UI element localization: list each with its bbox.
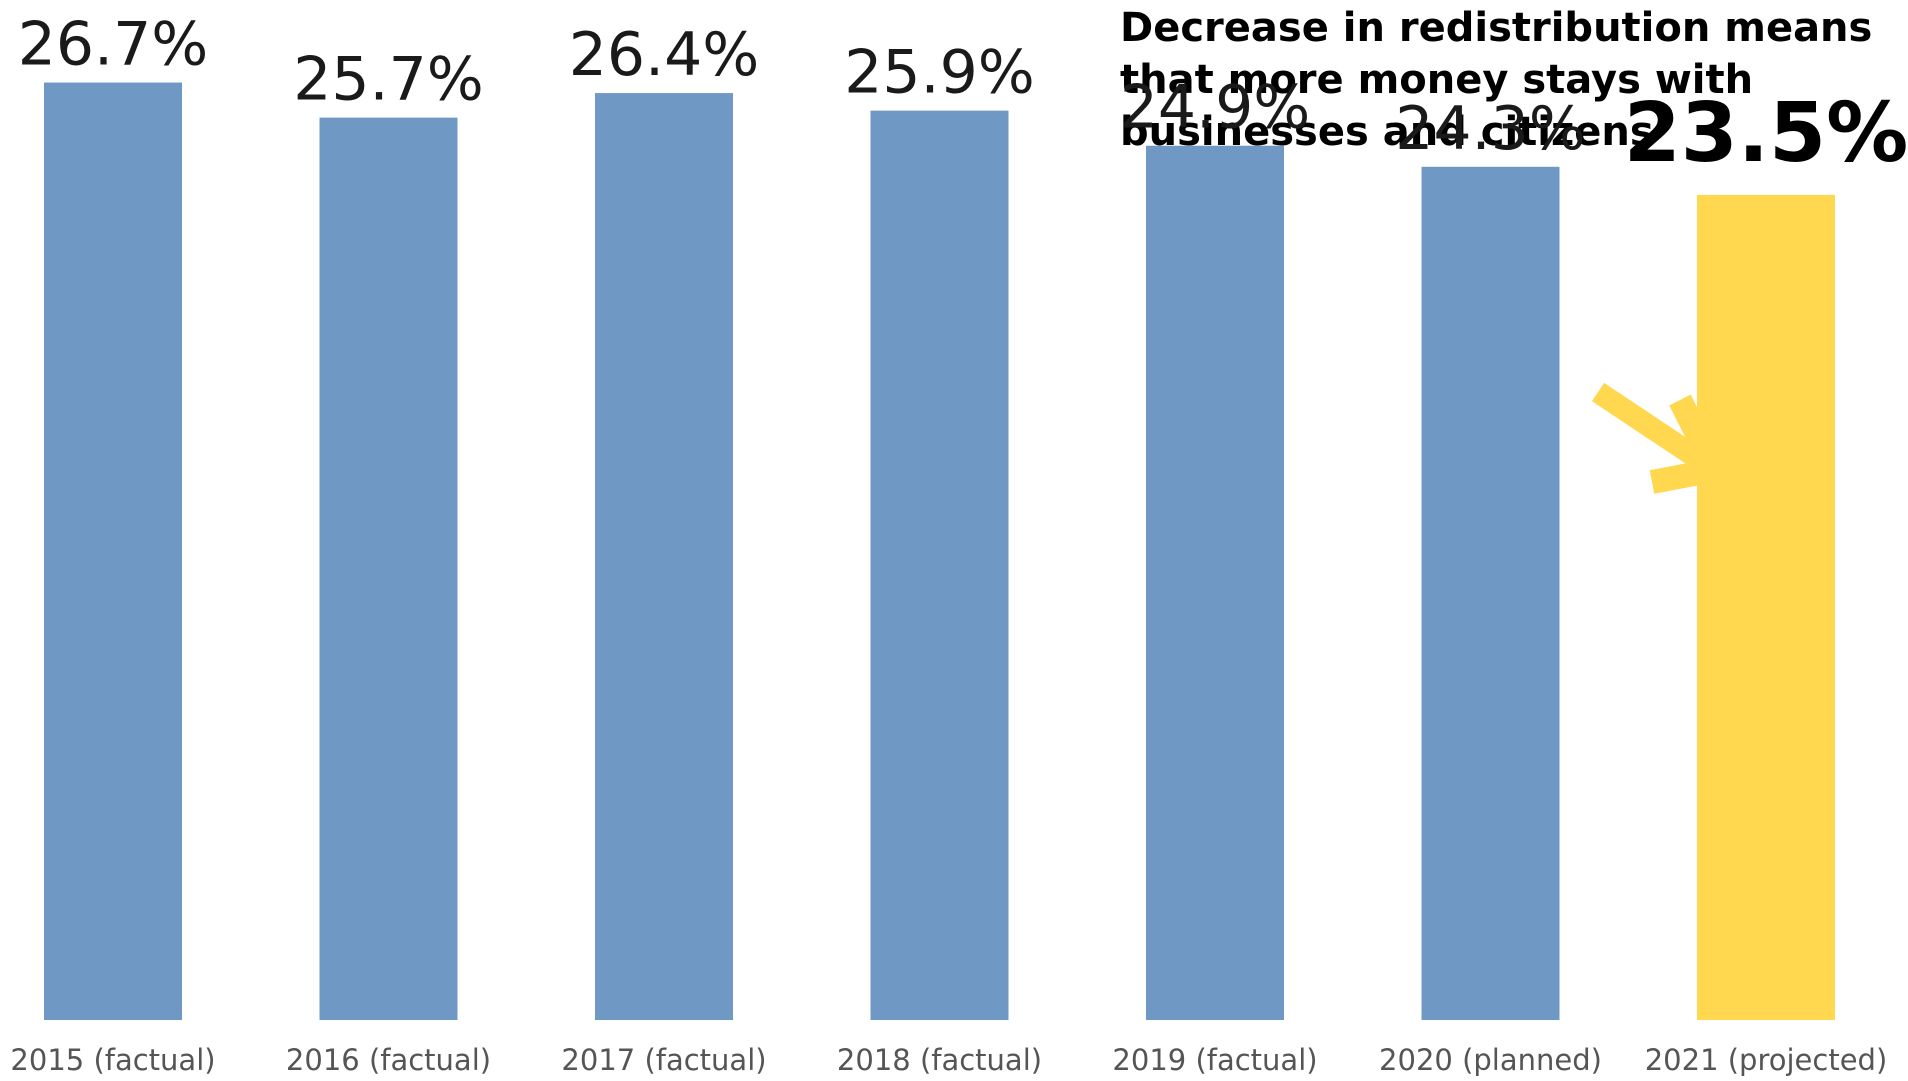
data-label-5: 24.3% [1395, 94, 1586, 164]
bar-2 [595, 93, 733, 1021]
data-labels-layer: 26.7% 25.7% 26.4% 25.9% 24.9% 24.3% 23.5% [18, 10, 1908, 181]
data-label-3: 25.9% [844, 38, 1035, 108]
bars-layer [44, 82, 1835, 1021]
data-label-0: 26.7% [18, 10, 209, 80]
arrow-head [1649, 394, 1733, 494]
chart-title: Decrease in redistribution means that mo… [1120, 5, 1873, 155]
category-label-5: 2020 (planned) [1379, 1043, 1602, 1077]
category-labels-layer: 2015 (factual) 2016 (factual) 2017 (factua… [10, 1043, 1887, 1077]
bar-0 [44, 82, 182, 1021]
data-label-1: 25.7% [293, 45, 484, 115]
category-label-1: 2016 (factual) [286, 1043, 491, 1077]
data-label-6: 23.5% [1624, 86, 1908, 181]
category-label-4: 2019 (factual) [1112, 1043, 1317, 1077]
data-label-4: 24.9% [1120, 73, 1311, 143]
category-label-0: 2015 (factual) [10, 1043, 215, 1077]
arrow-down-right-icon [1591, 382, 1733, 494]
bar-3 [870, 110, 1009, 1021]
category-label-3: 2018 (factual) [837, 1043, 1042, 1077]
annotation-layer [1591, 382, 1733, 494]
bar-1 [319, 117, 458, 1020]
bar-5 [1421, 166, 1560, 1021]
bar-4 [1146, 145, 1284, 1020]
arrow-shaft [1591, 382, 1707, 470]
category-label-6: 2021 (projected) [1645, 1043, 1888, 1077]
bar-6 [1697, 194, 1835, 1020]
category-label-2: 2017 (factual) [561, 1043, 766, 1077]
data-label-2: 26.4% [569, 20, 760, 90]
